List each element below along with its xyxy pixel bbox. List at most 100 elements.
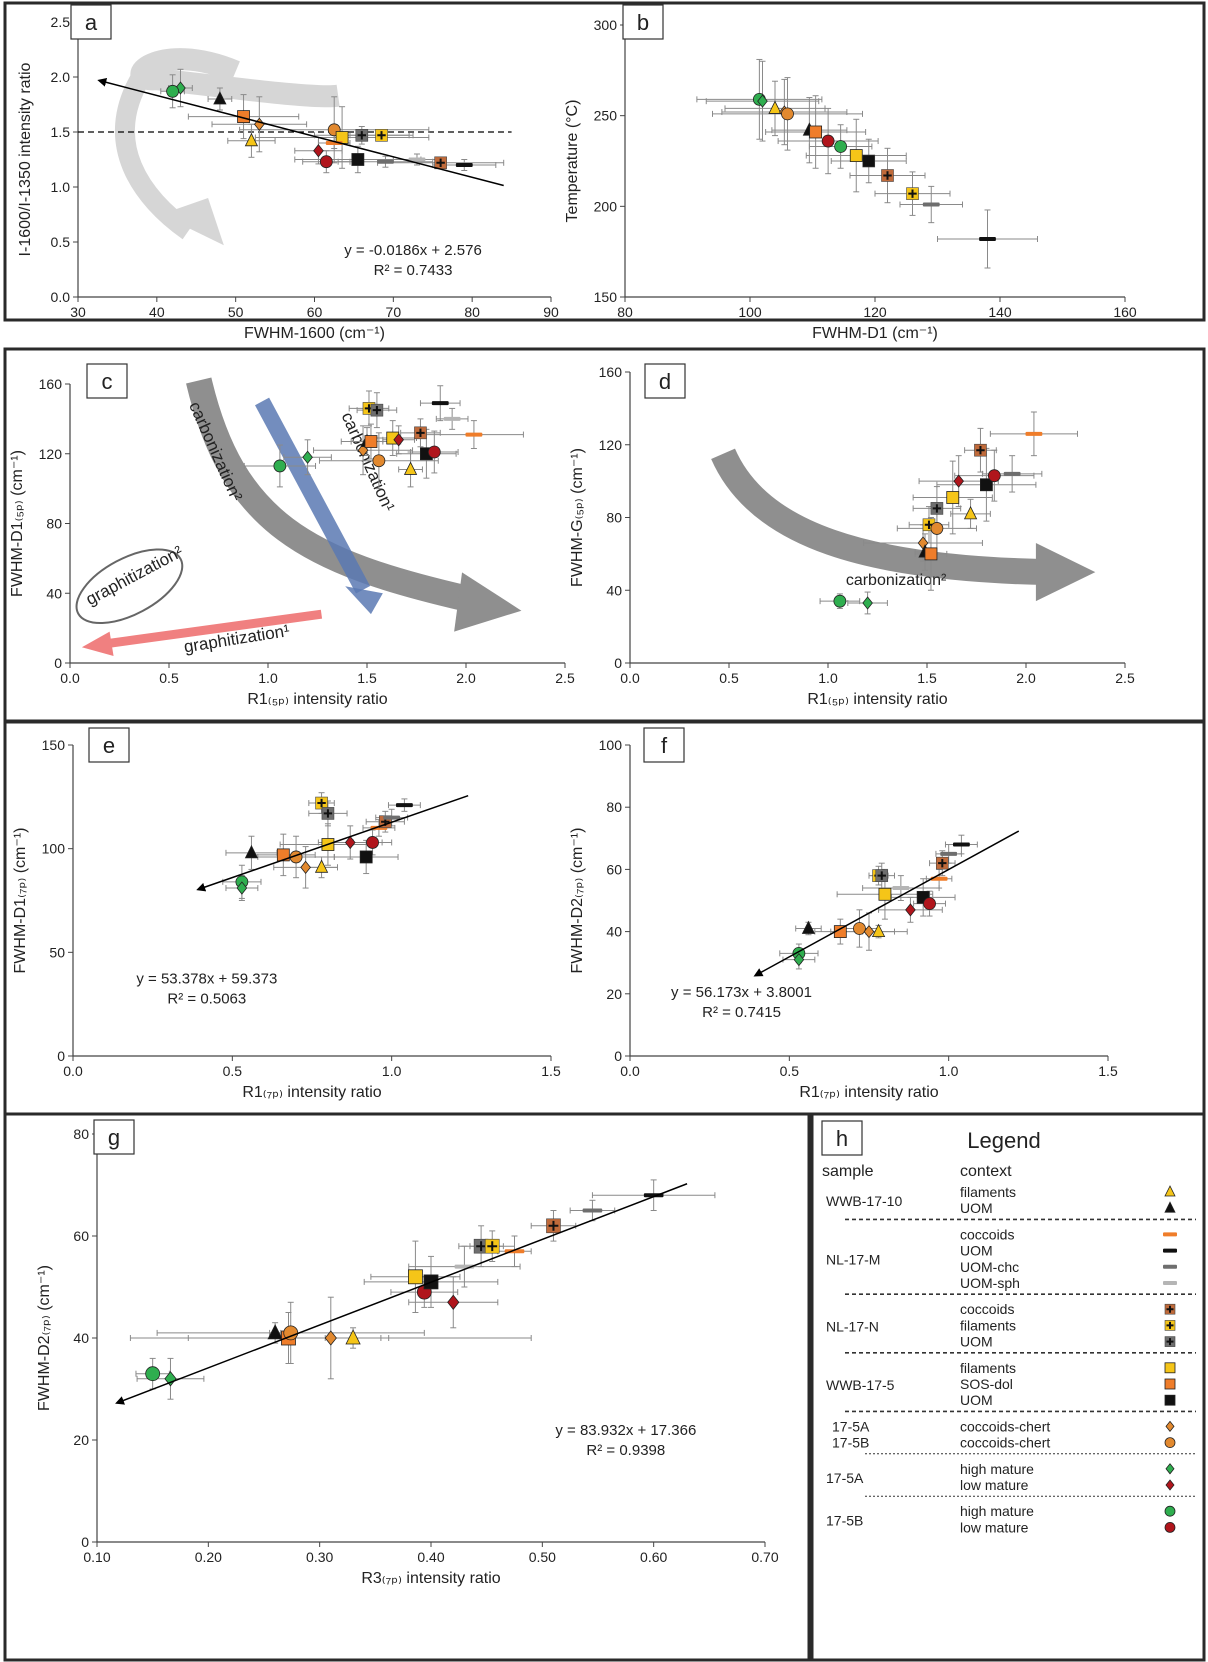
y-axis-label: FWHM-D2₍₇ₚ₎ (cm⁻¹) bbox=[569, 828, 586, 974]
legend-context: UOM bbox=[960, 1392, 993, 1408]
panel-frames bbox=[3, 1, 1206, 1662]
data-point-tri bbox=[267, 1324, 283, 1340]
data-point-tri bbox=[768, 100, 782, 114]
y-tick-label: 100 bbox=[42, 841, 66, 857]
legend-row: high mature bbox=[960, 1503, 1176, 1519]
legend-row: filaments bbox=[960, 1317, 1176, 1333]
marker-dash bbox=[1163, 1281, 1177, 1285]
x-tick-label: 2.0 bbox=[456, 670, 476, 686]
data-point-circ bbox=[853, 922, 866, 935]
legend-col-sample: sample bbox=[822, 1163, 874, 1180]
data-point-diam bbox=[236, 881, 248, 895]
fit-r2: R² = 0.7433 bbox=[374, 262, 453, 279]
y-tick-label: 0.5 bbox=[51, 234, 71, 250]
data-point-dash bbox=[408, 157, 426, 162]
y-axis-label: FWHM-D1₍₅ₚ₎ (cm⁻¹) bbox=[9, 450, 26, 597]
y-tick-label: 0 bbox=[81, 1534, 89, 1550]
data-point-sq bbox=[946, 491, 960, 504]
marker-plus-cross bbox=[1166, 1305, 1174, 1313]
legend-context: UOM bbox=[960, 1200, 993, 1216]
marker-triangle bbox=[1164, 1201, 1176, 1213]
data-point-tri bbox=[244, 844, 259, 859]
legend-row: coccoids-chert 17-5B bbox=[832, 1435, 1176, 1451]
axes-frame bbox=[629, 372, 1125, 664]
y-tick-label: 160 bbox=[599, 364, 623, 380]
trend-line bbox=[115, 1183, 688, 1405]
marker-plus-cross bbox=[548, 1220, 559, 1231]
fit-r2: R² = 0.5063 bbox=[167, 990, 246, 1007]
panel-label: h bbox=[836, 1126, 848, 1151]
legend-row: filaments bbox=[960, 1184, 1176, 1200]
y-tick-label: 2.5 bbox=[51, 14, 71, 30]
marker-plus-cross bbox=[1166, 1321, 1174, 1329]
x-tick-label: 80 bbox=[617, 304, 633, 320]
legend-context: filaments bbox=[960, 1317, 1016, 1333]
marker-plus-cross bbox=[377, 131, 386, 140]
x-tick-label: 100 bbox=[738, 304, 762, 320]
data-point-dash bbox=[892, 886, 910, 891]
marker-plus-cross bbox=[476, 1241, 486, 1252]
x-tick-label: 0.60 bbox=[640, 1549, 667, 1565]
data-point-circ bbox=[273, 459, 287, 473]
panel-label: f bbox=[661, 733, 668, 758]
legend-context: coccoids bbox=[960, 1226, 1014, 1242]
data-point-sq bbox=[359, 850, 373, 864]
data-point-plus bbox=[414, 426, 427, 440]
marker-plus-cross bbox=[932, 504, 942, 513]
maturation-arrow-down bbox=[115, 71, 195, 240]
data-point-sq bbox=[980, 478, 993, 492]
x-tick-label: 1.0 bbox=[939, 1063, 959, 1079]
panel-label-box bbox=[643, 727, 685, 763]
y-tick-label: 40 bbox=[46, 585, 62, 601]
x-tick-label: 1.5 bbox=[541, 1063, 561, 1079]
x-tick-label: 80 bbox=[464, 304, 480, 320]
x-tick-label: 40 bbox=[149, 304, 165, 320]
x-tick-label: 50 bbox=[228, 304, 244, 320]
y-axis-label: Temperature (°C) bbox=[564, 100, 581, 223]
legend-context: UOM bbox=[960, 1334, 993, 1350]
data-point-sq bbox=[809, 125, 823, 139]
x-tick-label: 0.40 bbox=[417, 1549, 444, 1565]
axes-frame bbox=[72, 745, 551, 1057]
data-point-tri bbox=[244, 132, 259, 147]
data-point-plus bbox=[434, 156, 447, 170]
y-tick-label: 20 bbox=[73, 1432, 89, 1448]
marker-diamond bbox=[1165, 1420, 1175, 1433]
panel-label: e bbox=[103, 733, 115, 758]
data-point-diam bbox=[905, 903, 916, 917]
chart-a: 30 40 50 60 70 80 90 0.0 0.5 1.0 1.5 2.0 2.5 FWHM-160… bbox=[17, 4, 559, 342]
data-point-plus bbox=[315, 796, 328, 810]
x-tick-label: 1.5 bbox=[917, 670, 937, 686]
legend-row: UOM bbox=[960, 1392, 1176, 1408]
chart-g: 0.10 0.20 0.30 0.40 0.50 0.60 0.70 0 20 40 60 80 R3₍… bbox=[36, 1119, 779, 1587]
data-point-diam bbox=[793, 952, 805, 967]
y-tick-label: 40 bbox=[606, 582, 622, 598]
data-point-circ bbox=[427, 445, 441, 459]
marker-plus-cross bbox=[436, 158, 445, 167]
data-point-dash bbox=[979, 236, 996, 241]
marker-dash bbox=[1163, 1264, 1177, 1269]
data-point-circ bbox=[923, 897, 936, 911]
data-point-sq bbox=[276, 848, 290, 862]
y-tick-label: 0 bbox=[614, 655, 622, 671]
data-point-dash bbox=[431, 401, 449, 406]
data-point-circ bbox=[987, 469, 1001, 483]
marker-triangle bbox=[1164, 1185, 1176, 1197]
x-tick-label: 160 bbox=[1113, 304, 1137, 320]
x-axis-label: R3₍₇ₚ₎ intensity ratio bbox=[361, 1570, 500, 1587]
panel-label-box bbox=[644, 363, 686, 399]
data-point-circ bbox=[930, 522, 944, 535]
fit-equation: y = 56.173x + 3.8001 bbox=[671, 984, 812, 1001]
data-point-tri bbox=[314, 859, 329, 873]
x-tick-label: 0.0 bbox=[620, 1063, 640, 1079]
data-point-tri bbox=[801, 920, 816, 934]
carbonization1-label: carbonization¹ bbox=[338, 409, 399, 515]
data-point-plus bbox=[974, 443, 987, 457]
carbonization2-arrow bbox=[186, 377, 469, 612]
legend-context: SOS-dol bbox=[960, 1376, 1013, 1392]
marker-plus-cross bbox=[864, 156, 873, 166]
panel-frame bbox=[3, 1, 1206, 322]
legend-row: UOM bbox=[960, 1243, 1177, 1259]
panel-label-box bbox=[86, 363, 128, 399]
